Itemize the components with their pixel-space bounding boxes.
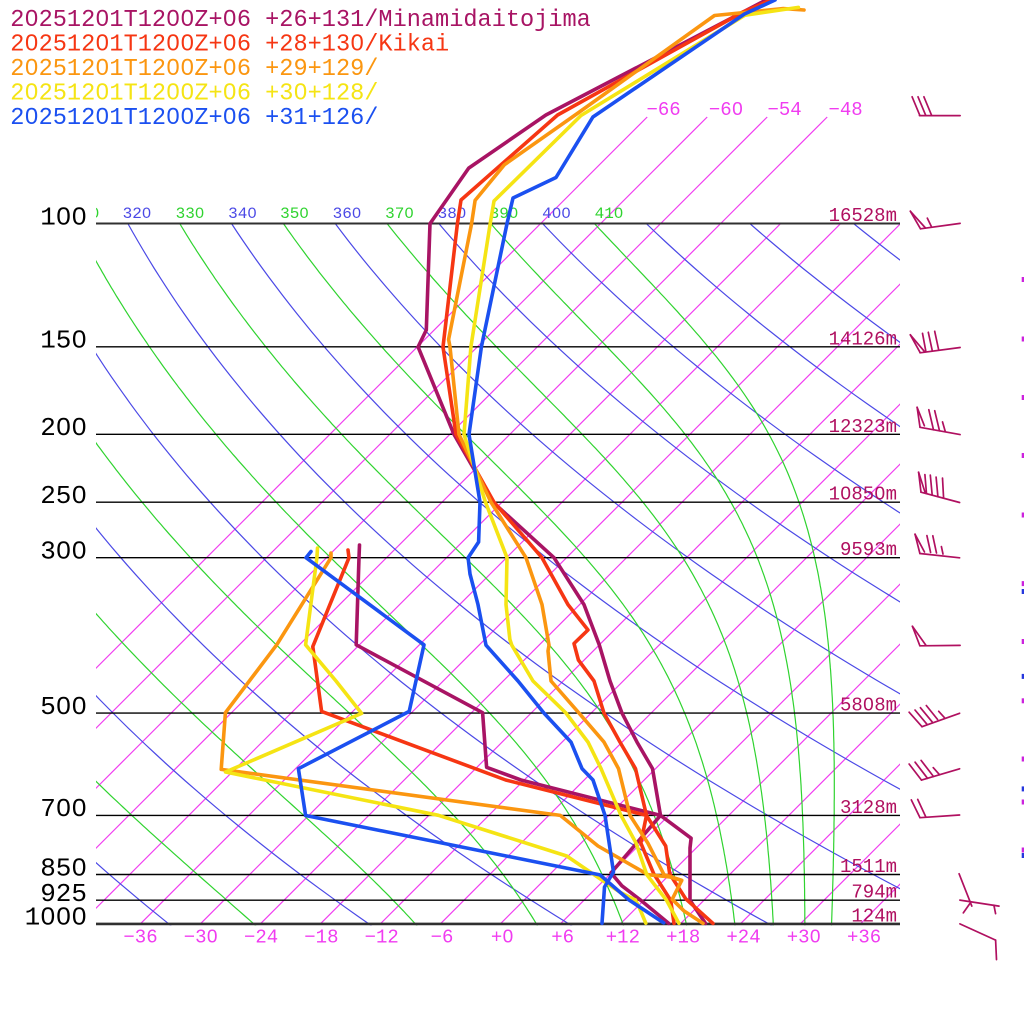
svg-text:370: 370 xyxy=(385,205,414,223)
svg-text:320: 320 xyxy=(123,205,152,223)
svg-text:+36: +36 xyxy=(847,927,881,949)
svg-text:20251201T1200Z+06 +31+126/: 20251201T1200Z+06 +31+126/ xyxy=(10,105,378,132)
svg-text:20251201T1200Z+06 +29+129/: 20251201T1200Z+06 +29+129/ xyxy=(10,56,378,83)
svg-text:−54: −54 xyxy=(767,99,801,121)
svg-text:1511m: 1511m xyxy=(840,856,897,878)
svg-text:340: 340 xyxy=(228,205,257,223)
svg-text:−30: −30 xyxy=(184,927,218,949)
svg-text:9593m: 9593m xyxy=(840,539,897,561)
svg-text:+6: +6 xyxy=(551,927,574,949)
svg-text:+30: +30 xyxy=(787,927,821,949)
svg-text:+0: +0 xyxy=(491,927,514,949)
svg-text:10850m: 10850m xyxy=(829,484,897,506)
svg-text:−6: −6 xyxy=(431,927,454,949)
svg-text:12323m: 12323m xyxy=(829,416,897,438)
svg-text:−60: −60 xyxy=(709,99,743,121)
svg-text:360: 360 xyxy=(333,205,362,223)
svg-text:20251201T1200Z+06 +26+131/Mina: 20251201T1200Z+06 +26+131/Minamidaitojim… xyxy=(10,7,591,34)
svg-text:20251201T1200Z+06 +30+128/: 20251201T1200Z+06 +30+128/ xyxy=(10,81,378,108)
svg-text:330: 330 xyxy=(176,205,205,223)
svg-text:+12: +12 xyxy=(606,927,640,949)
svg-text:−12: −12 xyxy=(365,927,399,949)
svg-text:410: 410 xyxy=(595,205,624,223)
svg-text:+18: +18 xyxy=(666,927,700,949)
svg-text:−36: −36 xyxy=(123,927,157,949)
svg-text:310: 310 xyxy=(71,205,100,223)
svg-text:−66: −66 xyxy=(646,99,680,121)
svg-text:14126m: 14126m xyxy=(829,328,897,350)
svg-text:124m: 124m xyxy=(851,905,897,927)
svg-text:16528m: 16528m xyxy=(829,205,897,227)
svg-text:925: 925 xyxy=(40,879,87,909)
svg-text:350: 350 xyxy=(280,205,309,223)
svg-text:−24: −24 xyxy=(244,927,278,949)
svg-text:3128m: 3128m xyxy=(840,797,897,819)
svg-text:−18: −18 xyxy=(304,927,338,949)
svg-text:794m: 794m xyxy=(851,882,897,904)
svg-text:1000: 1000 xyxy=(25,903,87,933)
svg-text:−48: −48 xyxy=(828,99,862,121)
svg-text:20251201T1200Z+06 +28+130/Kika: 20251201T1200Z+06 +28+130/Kikai xyxy=(10,32,449,59)
svg-text:+24: +24 xyxy=(726,927,760,949)
